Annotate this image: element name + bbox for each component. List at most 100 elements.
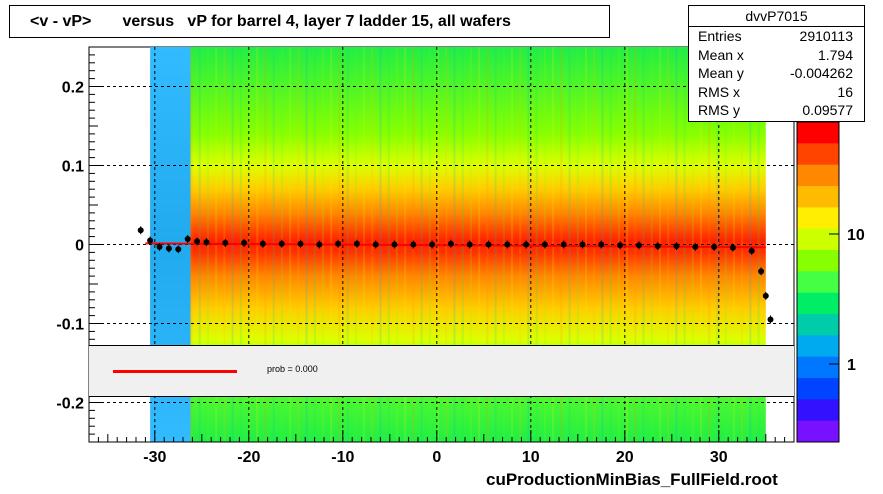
x-tick-label: 20 [616,449,634,466]
profile-point [429,241,436,248]
profile-point [391,241,398,248]
profile-point [410,241,417,248]
stats-name: dvvP7015 [689,6,864,27]
color-scale-band [797,399,839,422]
stats-key: Entries [698,28,742,44]
profile-point [147,237,154,244]
x-axis: -30 -20 -10 0 10 20 30 [88,430,795,466]
profile-point [758,268,765,275]
stats-key: Mean x [698,46,744,63]
heatmap-streak [716,47,719,442]
heatmap-streak [667,47,670,442]
color-scale-band [797,250,839,272]
x-tick-label: -30 [143,449,166,466]
profile-point [523,241,530,248]
profile-point [372,241,379,248]
stats-row: Mean x 1.794 [689,46,864,65]
color-scale-band [797,228,839,251]
x-tick-label: -10 [331,449,354,466]
profile-point [137,227,144,234]
y-tick-label: 0 [75,238,84,255]
profile-point [165,245,172,252]
color-scale-band [797,292,839,315]
color-scale-band [797,314,839,336]
plot-title: <v - vP> versus vP for barrel 4, layer 7… [9,5,610,38]
profile-point [278,240,285,247]
legend-line-sample [113,370,237,373]
color-scale-band [797,356,839,379]
profile-point [353,240,360,247]
heatmap-streak [626,47,629,442]
profile-point [729,244,736,251]
heatmap-streak [609,47,612,442]
color-scale-band [797,122,839,144]
profile-point [184,235,191,242]
color-scale: 1 10 [796,121,865,443]
profile-point [673,243,680,250]
profile-point [466,241,473,248]
heatmap-streak [741,47,744,442]
profile-point [316,241,323,248]
color-scale-band [797,420,839,443]
profile-point [748,247,755,254]
y-tick-label: -0.1 [56,317,84,334]
y-tick-label: 0.2 [62,80,84,97]
heatmap-streak [494,47,497,442]
profile-point [485,241,492,248]
heatmap-streak [535,47,538,442]
color-scale-band [797,335,839,358]
profile-layer [137,226,774,324]
color-scale-label: 10 [847,227,865,244]
stats-key: Mean y [698,65,744,82]
stats-box: dvvP7015 Entries 2910113 Mean x 1.794 Me… [688,5,865,122]
color-scale-band [797,207,839,230]
profile-point [579,241,586,248]
profile-point [767,316,774,323]
stats-key: RMS y [698,102,740,119]
color-scale-frame [796,121,840,443]
x-tick-label: 0 [432,449,441,466]
color-scale-band [797,143,839,166]
heatmap-streak [511,47,514,442]
profile-point [175,246,182,253]
profile-point [635,242,642,249]
stats-key: RMS x [698,83,740,100]
x-tick-label: 10 [522,449,540,466]
stats-value: 1.794 [817,46,853,63]
stats-value: 16 [837,83,853,100]
heatmap-streak [519,47,522,442]
profile-point [335,240,342,247]
legend-label: prob = 0.000 [267,364,318,374]
x-tick-label: 30 [710,449,728,466]
heatmap-streak [691,47,694,442]
x-tick-label: -20 [237,449,260,466]
y-axis: 0.2 0.1 0 -0.1 -0.2 [56,46,103,443]
profile-point [297,240,304,247]
fit-line [145,242,766,249]
color-scale-band [797,186,839,208]
profile-point [598,241,605,248]
color-scale-band [797,378,839,400]
profile-point [241,239,248,246]
stats-value: 0.09577 [802,102,853,119]
profile-point [203,239,210,246]
source-file-label: cuProductionMinBias_FullField.root [486,470,778,489]
color-scale-band [797,271,839,294]
profile-point [654,243,661,250]
stats-value: 2910113 [799,28,853,44]
y-tick-label: 0.1 [62,159,84,176]
profile-point [259,240,266,247]
profile-point [762,292,769,299]
y-tick-label: -0.2 [56,396,84,413]
stats-row: RMS y 0.09577 [689,101,864,120]
profile-point [156,243,163,250]
profile-point [447,240,454,247]
profile-point [617,242,624,249]
profile-point [222,239,229,246]
heatmap-streak [757,47,760,442]
profile-point [504,241,511,248]
profile-point [560,241,567,248]
stats-row: Entries 2910113 [689,27,864,46]
profile-point [194,238,201,245]
profile-point [711,243,718,250]
